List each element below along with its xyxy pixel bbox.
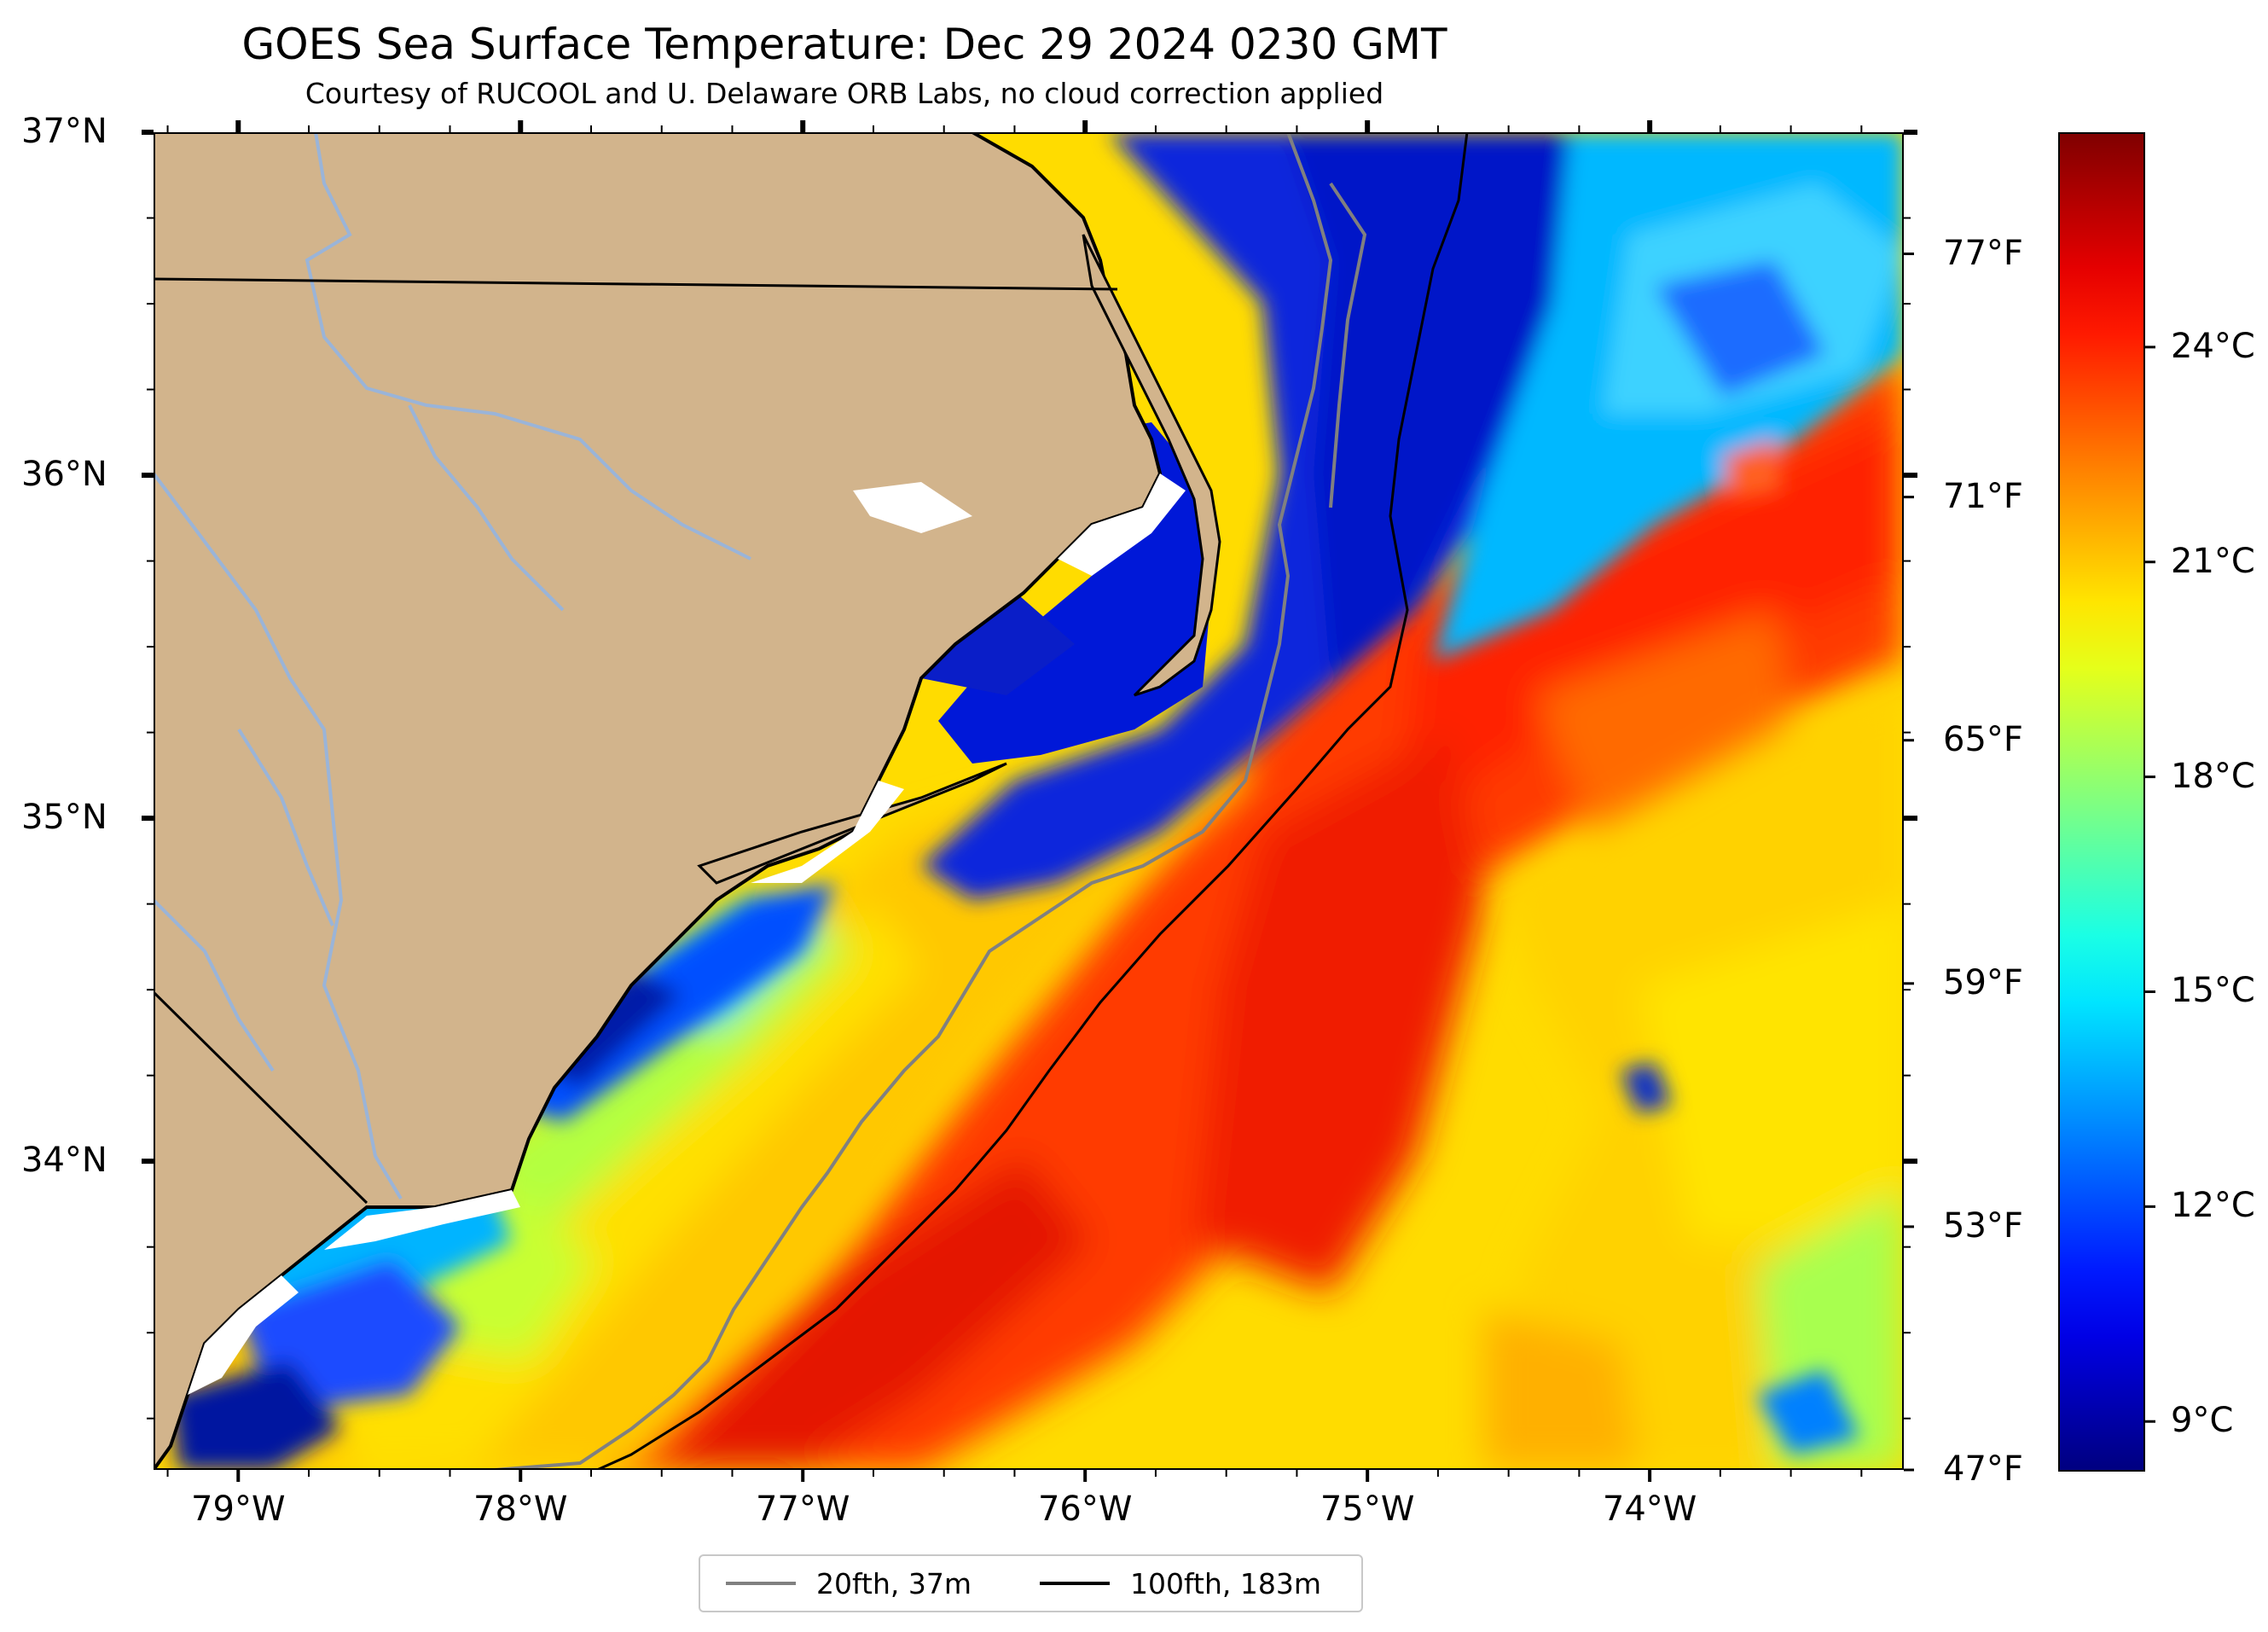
c-tick-label: 21°C <box>2171 541 2255 581</box>
x-tick-label: 74°W <box>1602 1490 1697 1529</box>
x-tick-label: 79°W <box>191 1490 286 1529</box>
c-tick-label: 24°C <box>2171 326 2255 366</box>
c-tick-label: 15°C <box>2171 971 2255 1011</box>
y-tick-label: 36°N <box>21 455 107 495</box>
x-tick-label: 77°W <box>755 1490 850 1529</box>
legend-entry-20fth: 20fth, 37m <box>726 1556 972 1611</box>
f-tick-label: 59°F <box>1943 962 2023 1002</box>
legend-swatch-20fth <box>726 1582 796 1585</box>
x-tick-label: 76°W <box>1037 1490 1133 1529</box>
c-tick-label: 9°C <box>2171 1401 2234 1441</box>
nc-sc-border <box>154 990 368 1205</box>
c-tick-label: 12°C <box>2171 1186 2255 1226</box>
y-tick-label: 34°N <box>21 1141 107 1181</box>
legend-label-100fth: 100fth, 183m <box>1130 1566 1321 1600</box>
map-subtitle: Courtesy of RUCOOL and U. Delaware ORB L… <box>305 77 1384 110</box>
f-tick-label: 65°F <box>1943 719 2023 759</box>
y-tick-label: 35°N <box>21 798 107 838</box>
c-tick-label: 18°C <box>2171 756 2255 796</box>
y-tick-label: 37°N <box>21 112 107 151</box>
legend-entry-100fth: 100fth, 183m <box>1040 1556 1321 1611</box>
legend-swatch-100fth <box>1040 1582 1110 1585</box>
x-tick-label: 78°W <box>473 1490 568 1529</box>
f-tick-label: 53°F <box>1943 1205 2023 1246</box>
temperature-colorbar <box>2058 132 2145 1472</box>
f-tick-label: 47°F <box>1943 1449 2023 1489</box>
nc-va-border <box>154 277 1118 291</box>
contour-20fth <box>461 132 1367 1470</box>
contour-100fth <box>596 132 1469 1470</box>
legend-label-20fth: 20fth, 37m <box>816 1566 972 1600</box>
land-mass <box>154 132 1221 1470</box>
map-title: GOES Sea Surface Temperature: Dec 29 202… <box>241 20 1447 69</box>
gulf-stream-warm-band <box>597 354 1904 1470</box>
f-tick-label: 77°F <box>1943 233 2023 273</box>
rivers <box>154 132 751 1200</box>
contour-legend: 20fth, 37m 100fth, 183m <box>699 1554 1363 1612</box>
x-tick-label: 75°W <box>1320 1490 1415 1529</box>
f-tick-label: 71°F <box>1943 476 2023 516</box>
sst-map[interactable] <box>154 132 1904 1470</box>
state-borders <box>154 277 1118 1205</box>
